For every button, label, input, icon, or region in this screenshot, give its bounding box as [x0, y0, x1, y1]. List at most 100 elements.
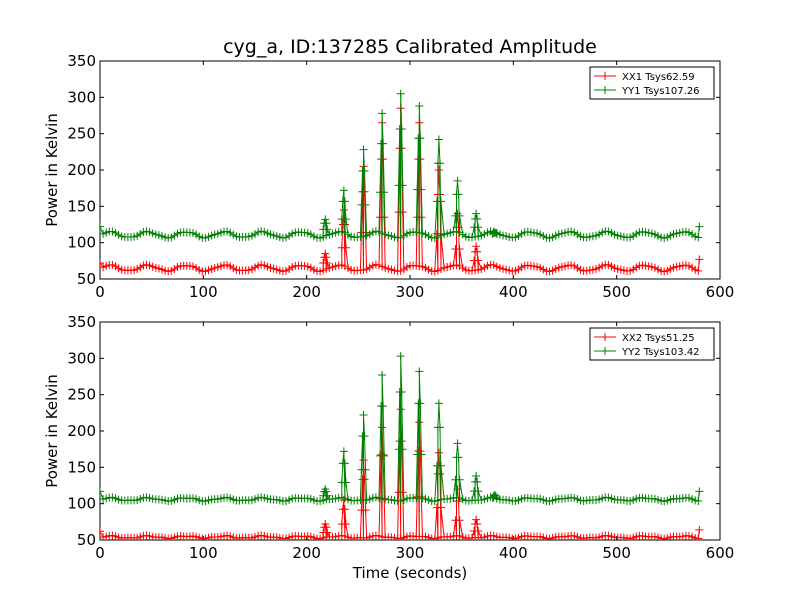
data-point: [434, 448, 443, 457]
top-y-axis-label: Power in Kelvin: [43, 113, 61, 227]
y-tick-label: 250: [67, 386, 96, 404]
data-point: [473, 477, 482, 486]
data-point: [473, 214, 482, 223]
data-point: [474, 487, 483, 496]
data-point: [454, 190, 463, 199]
data-point: [321, 215, 330, 224]
data-point: [380, 188, 389, 197]
data-point: [396, 352, 405, 361]
bottom-panel: 0 100 200 300 400 500 600 50 100 150 200 250 300 350 X…: [67, 313, 734, 562]
data-point: [416, 134, 425, 143]
data-point: [359, 145, 368, 154]
data-point: [694, 496, 703, 505]
y-tick-label: 350: [67, 52, 96, 70]
data-point: [380, 451, 389, 460]
x-tick-label: 400: [499, 544, 528, 562]
data-point: [322, 523, 331, 532]
data-point: [398, 488, 407, 497]
data-point: [100, 527, 104, 536]
data-point: [417, 450, 426, 459]
x-tick-label: 400: [499, 283, 528, 301]
data-point: [340, 197, 349, 206]
data-point: [340, 459, 349, 468]
y-tick-label: 300: [67, 88, 96, 106]
data-point: [694, 266, 703, 275]
data-point: [434, 399, 443, 408]
data-point: [361, 200, 370, 209]
data-point: [473, 247, 482, 256]
data-point: [379, 139, 388, 148]
y-tick-label: 200: [67, 161, 96, 179]
legend-box: [589, 327, 715, 361]
data-point: [472, 472, 481, 481]
data-point: [379, 402, 388, 411]
data-point: [474, 256, 483, 265]
data-point: [694, 233, 703, 242]
legend-entry: XX1 Tsys62.59: [622, 72, 695, 83]
data-point: [396, 89, 405, 98]
x-tick-label: 500: [602, 283, 631, 301]
data-point: [437, 503, 445, 512]
y-tick-label: 100: [67, 495, 96, 513]
chart-title: cyg_a, ID:137285 Calibrated Amplitude: [223, 36, 597, 58]
data-point: [455, 211, 464, 220]
data-point: [341, 478, 350, 487]
data-point: [415, 102, 424, 111]
data-point: [339, 447, 348, 456]
data-point: [323, 225, 332, 234]
data-point: [437, 461, 445, 470]
data-point: [359, 411, 368, 420]
series-markers-2: [100, 352, 704, 506]
data-point: [323, 491, 332, 500]
x-tick-label: 0: [95, 544, 105, 562]
x-tick-label: 500: [602, 544, 631, 562]
data-point: [490, 228, 499, 237]
data-point: [473, 520, 482, 529]
legend-marker: [601, 333, 609, 341]
data-point: [474, 223, 483, 232]
data-point: [341, 243, 350, 252]
series-line-2: [100, 93, 700, 239]
data-point: [378, 109, 387, 118]
data-point: [360, 475, 369, 484]
y-tick-label: 100: [67, 234, 96, 252]
legend-marker: [601, 72, 609, 80]
data-point: [435, 423, 444, 432]
y-tick-label: 50: [77, 270, 96, 288]
data-point: [398, 445, 407, 454]
legend-marker: [601, 86, 609, 94]
data-point: [361, 465, 370, 474]
legend-box: [589, 66, 715, 100]
data-point: [437, 197, 445, 206]
data-point: [417, 492, 426, 501]
data-point: [341, 520, 350, 529]
data-point: [695, 222, 704, 231]
data-point: [100, 487, 104, 496]
data-point: [455, 516, 464, 525]
y-tick-label: 150: [67, 197, 96, 215]
data-point: [695, 525, 704, 534]
y-tick-label: 350: [67, 313, 96, 331]
data-point: [323, 528, 332, 537]
x-tick-label: 300: [396, 544, 425, 562]
legend: XX1 Tsys62.59 YY1 Tsys107.26: [589, 66, 715, 100]
data-point: [360, 432, 369, 441]
data-point: [322, 219, 331, 228]
data-point: [454, 453, 463, 462]
x-tick-label: 200: [292, 544, 321, 562]
data-point: [397, 387, 406, 396]
data-point: [453, 176, 462, 185]
plot-series-group: [100, 89, 704, 276]
series-markers-1: [100, 405, 704, 540]
data-point: [453, 209, 462, 218]
data-point: [322, 487, 331, 496]
data-point: [341, 215, 350, 224]
legend-entry: XX2 Tsys51.25: [622, 333, 695, 344]
y-tick-label: 200: [67, 422, 96, 440]
data-point: [474, 526, 483, 535]
legend-entry: YY1 Tsys107.26: [621, 86, 700, 97]
data-point: [397, 124, 406, 133]
data-point: [435, 159, 444, 168]
data-point: [695, 255, 704, 264]
x-tick-label: 200: [292, 283, 321, 301]
